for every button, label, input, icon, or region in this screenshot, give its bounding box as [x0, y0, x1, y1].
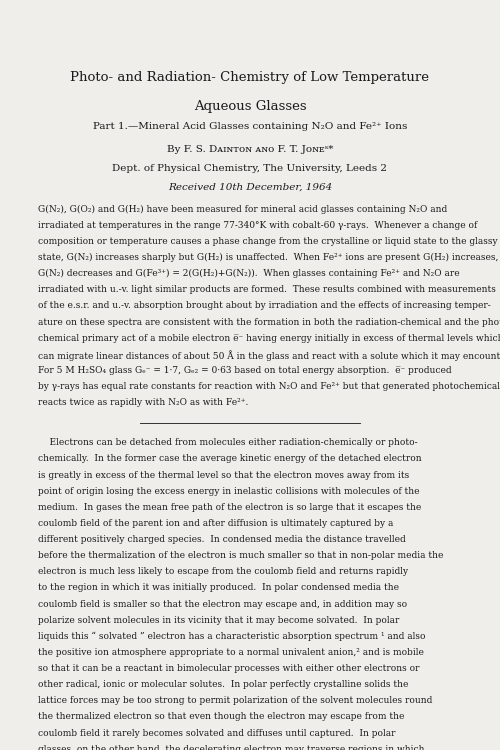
Text: Dept. of Physical Chemistry, The University, Leeds 2: Dept. of Physical Chemistry, The Univers…: [112, 164, 388, 172]
Text: medium.  In gases the mean free path of the electron is so large that it escapes: medium. In gases the mean free path of t…: [38, 503, 421, 512]
Text: reacts twice as rapidly with N₂O as with Fe²⁺.: reacts twice as rapidly with N₂O as with…: [38, 398, 248, 407]
Text: chemically.  In the former case the average kinetic energy of the detached elect: chemically. In the former case the avera…: [38, 454, 421, 464]
Text: glasses, on the other hand, the decelerating electron may traverse regions in wh: glasses, on the other hand, the decelera…: [38, 745, 424, 750]
Text: other radical, ionic or molecular solutes.  In polar perfectly crystalline solid: other radical, ionic or molecular solute…: [38, 680, 408, 689]
Text: Electrons can be detached from molecules either radiation-chemically or photo-: Electrons can be detached from molecules…: [38, 438, 417, 447]
Text: before the thermalization of the electron is much smaller so that in non-polar m: before the thermalization of the electro…: [38, 551, 443, 560]
Text: of the e.s.r. and u.-v. absorption brought about by irradiation and the effects : of the e.s.r. and u.-v. absorption broug…: [38, 302, 490, 310]
Text: irradiated at temperatures in the range 77-340°K with cobalt-60 γ-rays.  Wheneve: irradiated at temperatures in the range …: [38, 221, 477, 230]
Text: different positively charged species.  In condensed media the distance travelled: different positively charged species. In…: [38, 536, 405, 544]
Text: composition or temperature causes a phase change from the crystalline or liquid : composition or temperature causes a phas…: [38, 237, 497, 246]
Text: Received 10th December, 1964: Received 10th December, 1964: [168, 182, 332, 191]
Text: liquids this “ solvated ” electron has a characteristic absorption spectrum ¹ an: liquids this “ solvated ” electron has a…: [38, 632, 425, 641]
Text: Part 1.—Mineral Acid Glasses containing N₂O and Fe²⁺ Ions: Part 1.—Mineral Acid Glasses containing …: [93, 122, 407, 131]
Text: by γ-rays has equal rate constants for reaction with N₂O and Fe²⁺ but that gener: by γ-rays has equal rate constants for r…: [38, 382, 500, 391]
Text: so that it can be a reactant in bimolecular processes with either other electron: so that it can be a reactant in bimolecu…: [38, 664, 419, 674]
Text: coulomb field it rarely becomes solvated and diffuses until captured.  In polar: coulomb field it rarely becomes solvated…: [38, 728, 395, 737]
Text: lattice forces may be too strong to permit polarization of the solvent molecules: lattice forces may be too strong to perm…: [38, 696, 432, 705]
Text: Photo- and Radiation- Chemistry of Low Temperature: Photo- and Radiation- Chemistry of Low T…: [70, 71, 430, 84]
Text: chemical primary act of a mobile electron e̅⁻ having energy initially in excess : chemical primary act of a mobile electro…: [38, 334, 500, 343]
Text: By F. S. Dᴀɪɴᴛᴏɴ ᴀɴᴏ F. T. Jᴏɴᴇˢ*: By F. S. Dᴀɪɴᴛᴏɴ ᴀɴᴏ F. T. Jᴏɴᴇˢ*: [167, 145, 333, 154]
Text: to the region in which it was initially produced.  In polar condensed media the: to the region in which it was initially …: [38, 584, 399, 592]
Text: is greatly in excess of the thermal level so that the electron moves away from i: is greatly in excess of the thermal leve…: [38, 471, 409, 480]
Text: irradiated with u.-v. light similar products are formed.  These results combined: irradiated with u.-v. light similar prod…: [38, 285, 496, 294]
Text: the thermalized electron so that even though the electron may escape from the: the thermalized electron so that even th…: [38, 712, 404, 722]
Text: G(N₂), G(O₂) and G(H₂) have been measured for mineral acid glasses containing N₂: G(N₂), G(O₂) and G(H₂) have been measure…: [38, 205, 447, 214]
Text: point of origin losing the excess energy in inelastic collisions with molecules : point of origin losing the excess energy…: [38, 487, 419, 496]
Text: the positive ion atmosphere appropriate to a normal univalent anion,² and is mob: the positive ion atmosphere appropriate …: [38, 648, 424, 657]
Text: electron is much less likely to escape from the coulomb field and returns rapidl: electron is much less likely to escape f…: [38, 567, 408, 576]
Text: can migrate linear distances of about 50 Å in the glass and react with a solute : can migrate linear distances of about 50…: [38, 350, 500, 361]
Text: ature on these spectra are consistent with the formation in both the radiation-c: ature on these spectra are consistent wi…: [38, 317, 500, 326]
Text: G(N₂) decreases and G(Fe³⁺) = 2(G(H₂)+G(N₂)).  When glasses containing Fe²⁺ and : G(N₂) decreases and G(Fe³⁺) = 2(G(H₂)+G(…: [38, 269, 459, 278]
Text: coulomb field is smaller so that the electron may escape and, in addition may so: coulomb field is smaller so that the ele…: [38, 600, 406, 609]
Text: For 5 M H₂SO₄ glass Gₑ⁻ = 1·7, Gₑ₂ = 0·63 based on total energy absorption.  e̅⁻: For 5 M H₂SO₄ glass Gₑ⁻ = 1·7, Gₑ₂ = 0·6…: [38, 366, 451, 375]
Text: Aqueous Glasses: Aqueous Glasses: [194, 100, 306, 112]
Text: coulomb field of the parent ion and after diffusion is ultimately captured by a: coulomb field of the parent ion and afte…: [38, 519, 393, 528]
Text: state, G(N₂) increases sharply but G(H₂) is unaffected.  When Fe²⁺ ions are pres: state, G(N₂) increases sharply but G(H₂)…: [38, 254, 498, 262]
Text: polarize solvent molecules in its vicinity that it may become solvated.  In pola: polarize solvent molecules in its vicini…: [38, 616, 399, 625]
